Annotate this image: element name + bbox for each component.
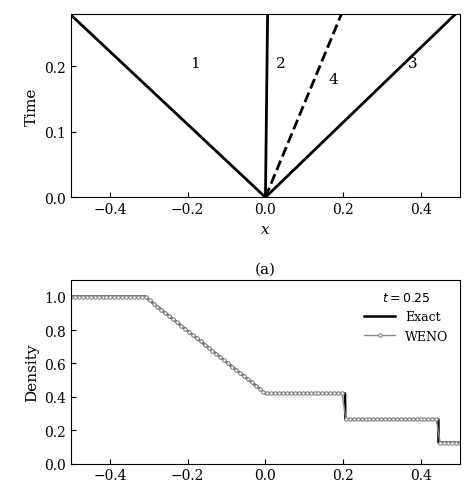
- Exact: [446, 440, 452, 446]
- Exact: [446, 440, 451, 446]
- Exact: [436, 440, 441, 446]
- Y-axis label: Density: Density: [25, 343, 39, 401]
- WENO: [457, 440, 463, 446]
- WENO: [159, 307, 164, 313]
- Exact: [257, 386, 263, 392]
- X-axis label: x: x: [261, 222, 270, 236]
- WENO: [438, 440, 443, 446]
- Exact: [374, 417, 380, 423]
- Text: (a): (a): [255, 262, 276, 276]
- WENO: [268, 391, 274, 397]
- WENO: [68, 294, 74, 300]
- Text: 1: 1: [191, 57, 201, 71]
- Line: Exact: Exact: [71, 297, 460, 443]
- Exact: [68, 294, 74, 300]
- WENO: [441, 440, 447, 446]
- Exact: [457, 440, 463, 446]
- Exact: [88, 294, 94, 300]
- WENO: [426, 417, 431, 423]
- WENO: [143, 295, 148, 301]
- Exact: [247, 378, 253, 384]
- Legend: Exact, WENO: Exact, WENO: [359, 286, 454, 348]
- Y-axis label: Time: Time: [25, 87, 39, 125]
- WENO: [300, 391, 306, 397]
- Text: 3: 3: [408, 57, 418, 71]
- Line: WENO: WENO: [69, 295, 462, 445]
- Text: 4: 4: [328, 73, 338, 87]
- Text: 2: 2: [276, 57, 286, 71]
